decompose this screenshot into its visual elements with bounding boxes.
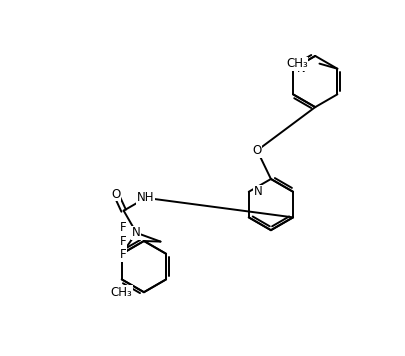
Text: NH: NH: [137, 192, 154, 204]
Text: O: O: [252, 144, 261, 157]
Text: N: N: [253, 185, 262, 198]
Text: O: O: [111, 188, 120, 200]
Text: F: F: [119, 248, 126, 261]
Text: N: N: [296, 62, 305, 75]
Text: CH₃: CH₃: [285, 57, 307, 70]
Text: CH₃: CH₃: [110, 286, 132, 299]
Text: F: F: [119, 235, 126, 247]
Text: F: F: [119, 221, 126, 234]
Text: N: N: [132, 226, 141, 239]
